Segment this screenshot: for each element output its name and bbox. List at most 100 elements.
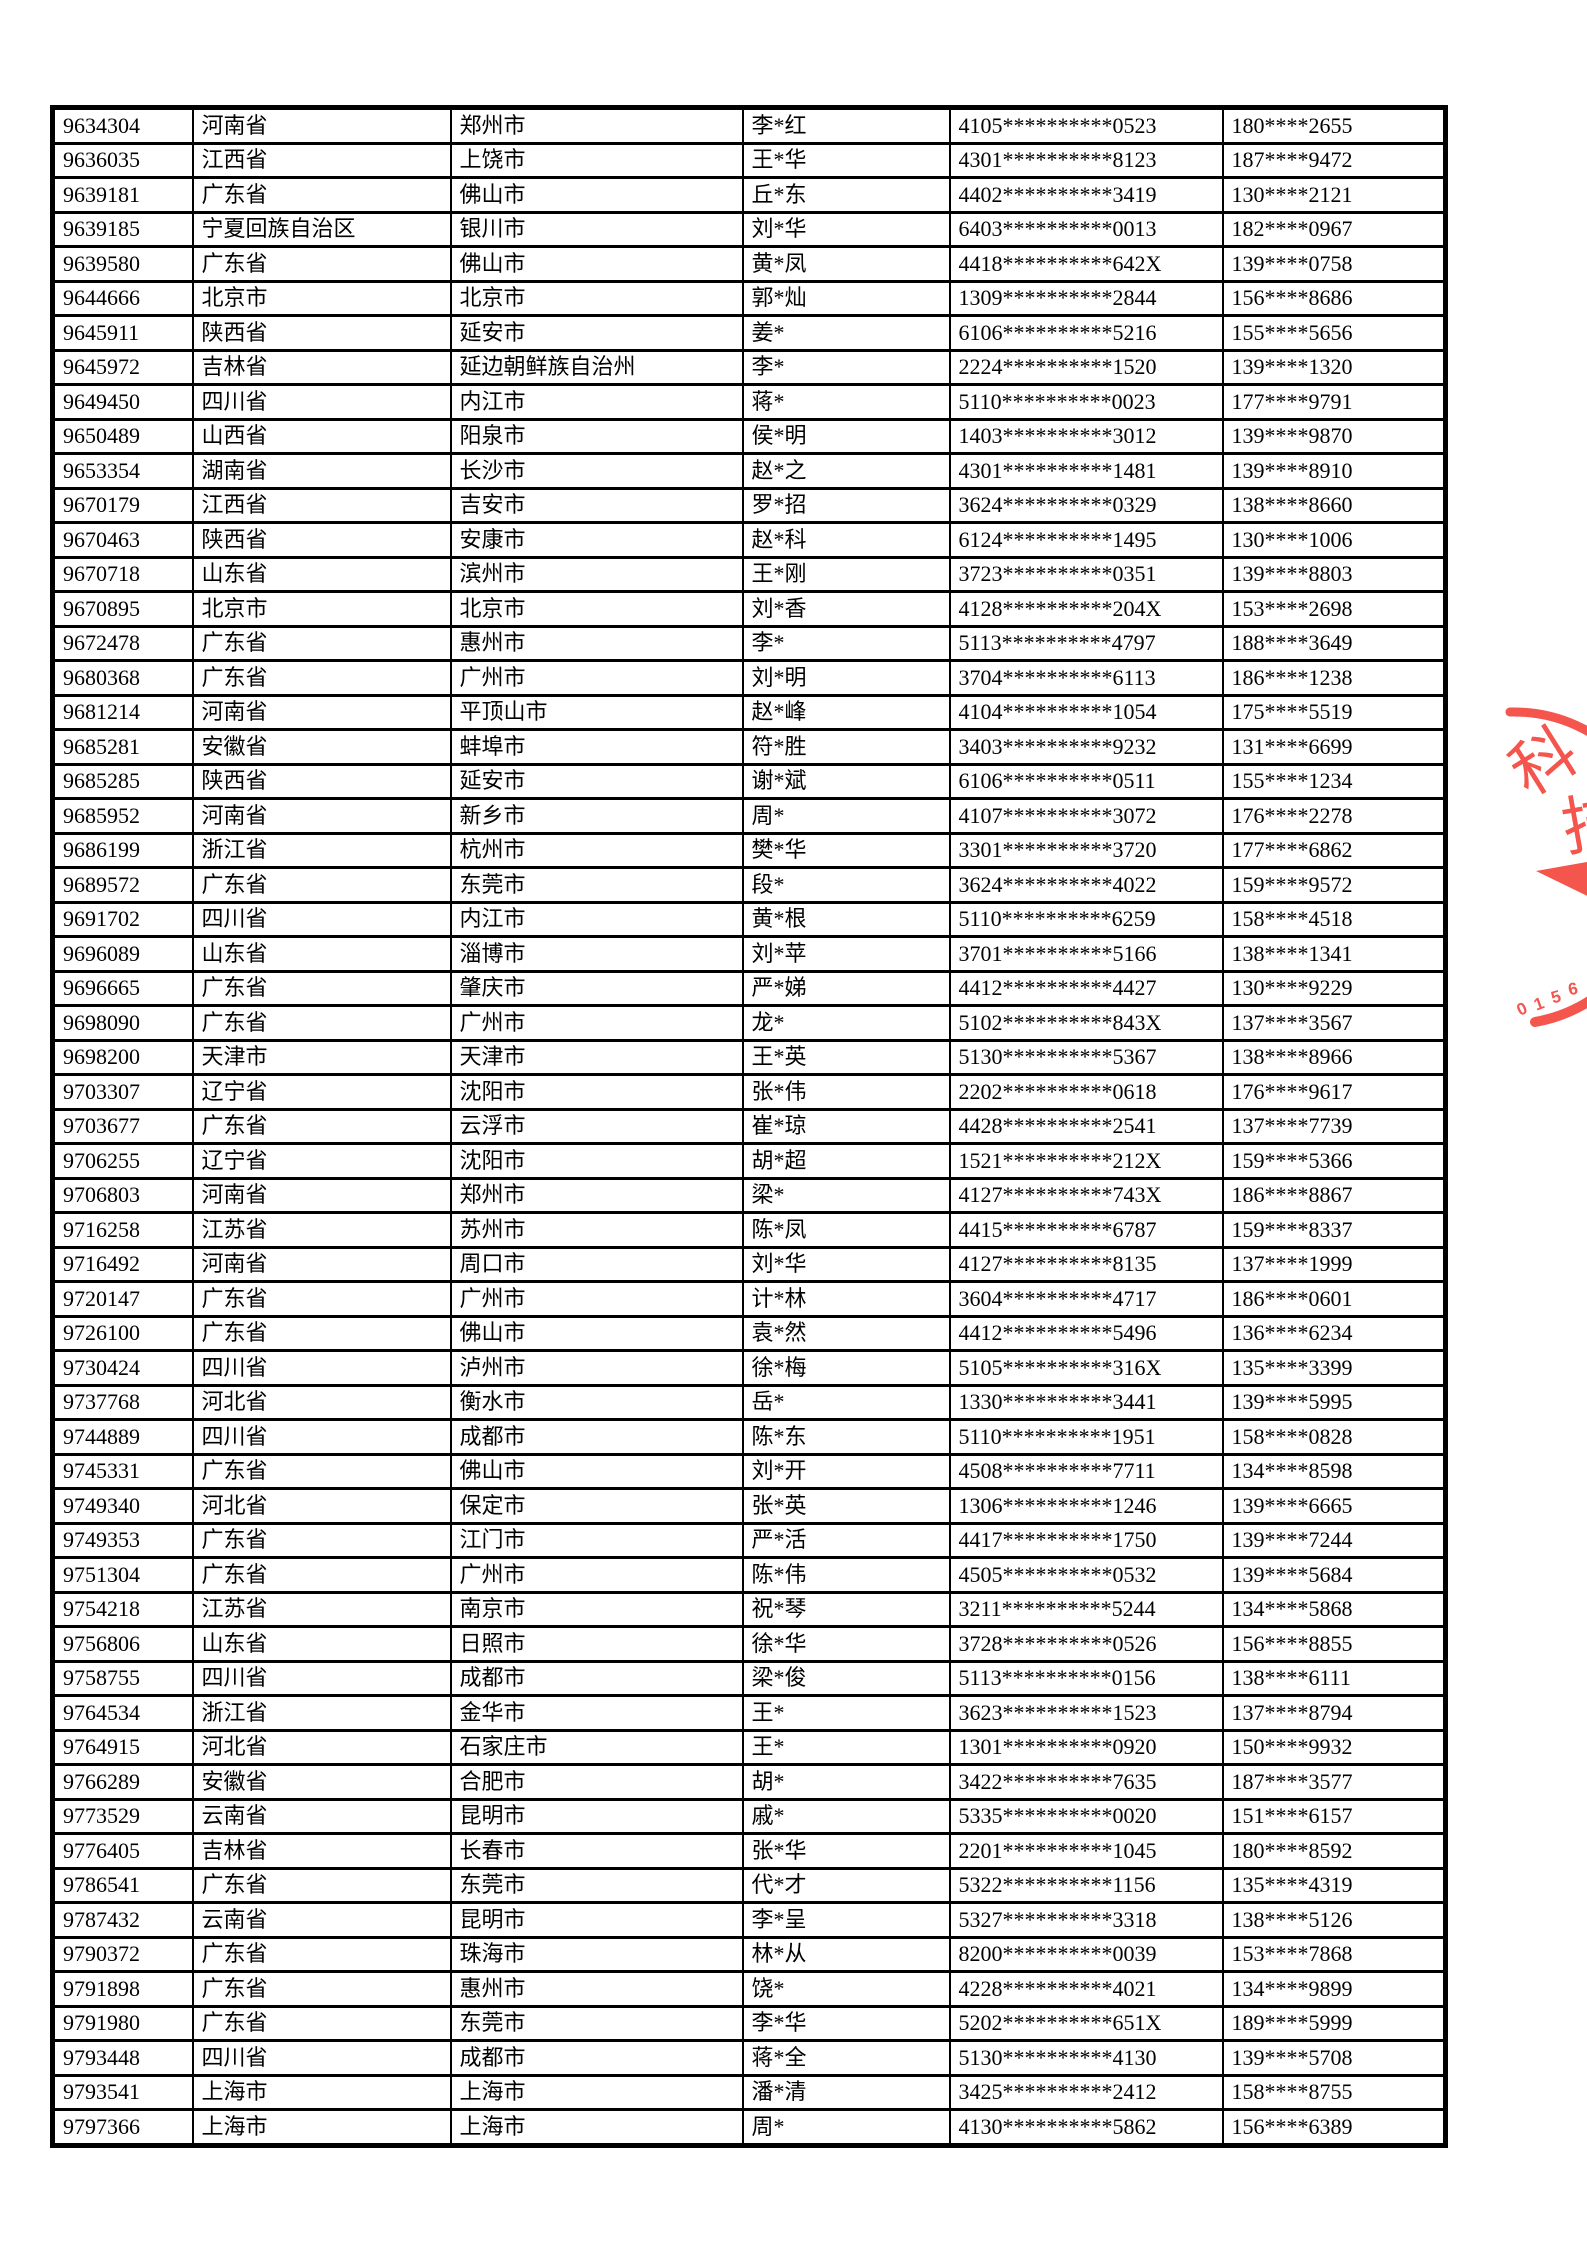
cell-phone: 134****9899 <box>1221 1970 1447 2008</box>
cell-id_number: 8200**********0039 <box>948 1935 1224 1973</box>
cell-phone: 134****8598 <box>1221 1452 1447 1490</box>
cell-province: 山西省 <box>191 417 452 455</box>
cell-id_number: 2224**********1520 <box>948 348 1224 386</box>
cell-id: 9790372 <box>51 1935 194 1973</box>
cell-city: 衡水市 <box>449 1383 744 1421</box>
cell-phone: 155****5656 <box>1221 314 1447 352</box>
cell-name: 计*林 <box>741 1280 951 1318</box>
cell-phone: 180****2655 <box>1221 106 1447 145</box>
cell-province: 四川省 <box>191 383 452 421</box>
table-row: 9730424 四川省 泸州市 徐*梅 5105**********316X 135***… <box>51 1349 1447 1387</box>
cell-phone: 156****8855 <box>1221 1625 1447 1663</box>
cell-name: 王*刚 <box>741 555 951 593</box>
cell-name: 岳* <box>741 1383 951 1421</box>
table-row: 9685281 安徽省 蚌埠市 符*胜 3403**********9232 131***… <box>51 728 1447 766</box>
table-row: 9698200 天津市 天津市 王*英 5130**********5367 138***… <box>51 1038 1447 1076</box>
seal-character-2: 技 <box>1556 783 1587 864</box>
cell-city: 上海市 <box>449 2108 744 2147</box>
cell-id: 9681214 <box>51 693 194 731</box>
cell-city: 合肥市 <box>449 1763 744 1801</box>
table-row: 9645911 陕西省 延安市 姜* 6106**********5216 155****… <box>51 314 1447 352</box>
cell-province: 河南省 <box>191 797 452 835</box>
cell-province: 辽宁省 <box>191 1142 452 1180</box>
table-row: 9680368 广东省 广州市 刘*明 3704**********6113 186***… <box>51 659 1447 697</box>
table-row: 9691702 四川省 内江市 黄*根 5110**********6259 158***… <box>51 900 1447 938</box>
table-row: 9686199 浙江省 杭州市 樊*华 3301**********3720 177***… <box>51 831 1447 869</box>
cell-id_number: 3723**********0351 <box>948 555 1224 593</box>
cell-phone: 135****4319 <box>1221 1866 1447 1904</box>
cell-id_number: 5327**********3318 <box>948 1901 1224 1939</box>
table-row: 9720147 广东省 广州市 计*林 3604**********4717 186***… <box>51 1280 1447 1318</box>
cell-name: 张*华 <box>741 1832 951 1870</box>
cell-city: 阳泉市 <box>449 417 744 455</box>
cell-id_number: 1309**********2844 <box>948 279 1224 317</box>
cell-province: 广东省 <box>191 1970 452 2008</box>
cell-province: 广东省 <box>191 969 452 1007</box>
cell-id_number: 3425**********2412 <box>948 2073 1224 2111</box>
cell-name: 李*华 <box>741 2004 951 2042</box>
cell-id: 9672478 <box>51 624 194 662</box>
cell-phone: 186****0601 <box>1221 1280 1447 1318</box>
cell-id_number: 2202**********0618 <box>948 1073 1224 1111</box>
cell-city: 郑州市 <box>449 1176 744 1214</box>
cell-id: 9764915 <box>51 1728 194 1766</box>
cell-id_number: 5202**********651X <box>948 2004 1224 2042</box>
cell-id: 9685285 <box>51 762 194 800</box>
cell-id_number: 5113**********4797 <box>948 624 1224 662</box>
cell-name: 代*才 <box>741 1866 951 1904</box>
cell-id: 9745331 <box>51 1452 194 1490</box>
table-row: 9751304 广东省 广州市 陈*伟 4505**********0532 139***… <box>51 1556 1447 1594</box>
cell-id_number: 2201**********1045 <box>948 1832 1224 1870</box>
cell-city: 成都市 <box>449 1659 744 1697</box>
cell-city: 成都市 <box>449 2039 744 2077</box>
cell-name: 张*伟 <box>741 1073 951 1111</box>
cell-phone: 138****1341 <box>1221 935 1447 973</box>
table-row: 9639185 宁夏回族自治区 银川市 刘*华 6403**********0013 18… <box>51 210 1447 248</box>
seal-serial-digit: 6 <box>1566 979 1579 1000</box>
cell-id_number: 3624**********0329 <box>948 486 1224 524</box>
cell-city: 长沙市 <box>449 452 744 490</box>
table-row: 9634304 河南省 郑州市 李*红 4105**********0523 180***… <box>51 106 1447 145</box>
cell-phone: 176****9617 <box>1221 1073 1447 1111</box>
cell-name: 祝*琴 <box>741 1590 951 1628</box>
cell-phone: 139****8803 <box>1221 555 1447 593</box>
cell-city: 延安市 <box>449 314 744 352</box>
cell-phone: 130****2121 <box>1221 176 1447 214</box>
cell-id: 9716258 <box>51 1211 194 1249</box>
cell-name: 胡*超 <box>741 1142 951 1180</box>
cell-id: 9645972 <box>51 348 194 386</box>
cell-id: 9787432 <box>51 1901 194 1939</box>
cell-name: 李*红 <box>741 106 951 145</box>
table-row: 9670179 江西省 吉安市 罗*招 3624**********0329 138***… <box>51 486 1447 524</box>
cell-phone: 189****5999 <box>1221 2004 1447 2042</box>
cell-province: 江西省 <box>191 486 452 524</box>
table-row: 9726100 广东省 佛山市 袁*然 4412**********5496 136***… <box>51 1314 1447 1352</box>
cell-city: 惠州市 <box>449 624 744 662</box>
cell-id_number: 3422**********7635 <box>948 1763 1224 1801</box>
table-row: 9756806 山东省 日照市 徐*华 3728**********0526 156***… <box>51 1625 1447 1663</box>
cell-id: 9706803 <box>51 1176 194 1214</box>
cell-name: 郭*灿 <box>741 279 951 317</box>
table-row: 9698090 广东省 广州市 龙* 5102**********843X 137****… <box>51 1004 1447 1042</box>
cell-province: 江苏省 <box>191 1590 452 1628</box>
cell-province: 河北省 <box>191 1728 452 1766</box>
cell-city: 石家庄市 <box>449 1728 744 1766</box>
cell-name: 周* <box>741 797 951 835</box>
cell-province: 江苏省 <box>191 1211 452 1249</box>
cell-name: 黄*凤 <box>741 245 951 283</box>
cell-province: 广东省 <box>191 2004 452 2042</box>
table-row: 9749340 河北省 保定市 张*英 1306**********1246 139***… <box>51 1487 1447 1525</box>
cell-phone: 186****1238 <box>1221 659 1447 697</box>
cell-phone: 139****1320 <box>1221 348 1447 386</box>
cell-phone: 137****3567 <box>1221 1004 1447 1042</box>
cell-name: 赵*科 <box>741 521 951 559</box>
cell-phone: 139****8910 <box>1221 452 1447 490</box>
cell-name: 李*呈 <box>741 1901 951 1939</box>
cell-phone: 153****2698 <box>1221 590 1447 628</box>
masked-user-table: 9634304 河南省 郑州市 李*红 4105**********0523 180***… <box>50 105 1448 2148</box>
cell-city: 广州市 <box>449 1280 744 1318</box>
cell-id: 9686199 <box>51 831 194 869</box>
table-row: 9696089 山东省 淄博市 刘*苹 3701**********5166 138***… <box>51 935 1447 973</box>
cell-name: 严*娣 <box>741 969 951 1007</box>
cell-city: 北京市 <box>449 590 744 628</box>
